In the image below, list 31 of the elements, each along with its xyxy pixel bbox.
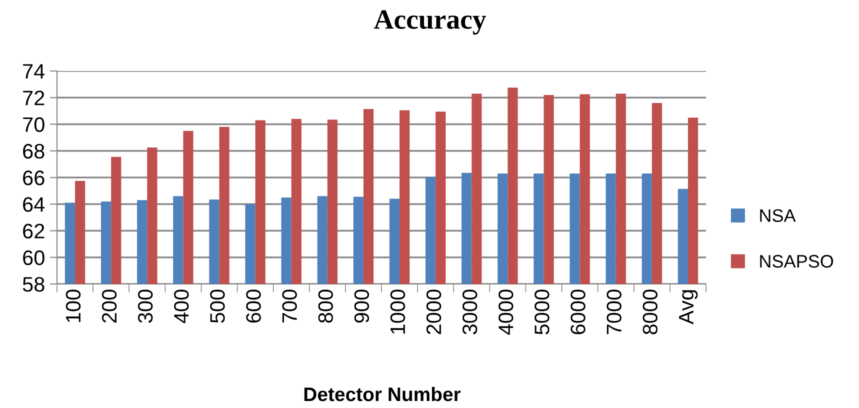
y-tick-label: 58 — [22, 277, 44, 292]
x-tick-label: 5000 — [534, 290, 550, 334]
x-tick-label: 4000 — [498, 290, 514, 335]
x-tick-label: 500 — [210, 290, 225, 323]
x-tick-label: 900 — [354, 290, 370, 323]
x-tick-label: 300 — [138, 290, 153, 323]
x-tick-label: Avg — [679, 290, 698, 324]
x-tick-label: 400 — [174, 290, 189, 324]
x-tick-label: 3000 — [462, 290, 478, 334]
y-tick-label: 72 — [23, 90, 44, 106]
y-tick-label: 66 — [23, 170, 44, 186]
x-tick-label: 600 — [246, 290, 261, 323]
x-tick-label: 2000 — [426, 290, 442, 334]
x-tick-label: 200 — [102, 290, 117, 323]
x-tick-label: 6000 — [570, 290, 586, 334]
y-tick-label: 68 — [23, 144, 44, 159]
y-tick-label: 64 — [23, 197, 45, 212]
y-tick-label: 60 — [23, 250, 44, 266]
x-tick-label: 8000 — [642, 290, 658, 334]
x-axis-title: Detector Number — [304, 386, 461, 402]
x-tick-label: 700 — [282, 290, 297, 323]
x-tick-label: 800 — [318, 290, 334, 323]
legend-label: NSAPSO — [760, 254, 834, 268]
chart-title: Accuracy — [374, 10, 486, 35]
y-tick-label: 74 — [23, 64, 45, 79]
y-tick-label: 62 — [23, 224, 44, 239]
x-tick-label: 100 — [66, 290, 81, 322]
y-tick-label: 70 — [23, 117, 44, 132]
x-tick-label: 7000 — [606, 290, 622, 334]
legend-label: NSA — [760, 209, 796, 222]
x-tick-label: 1000 — [390, 290, 406, 334]
